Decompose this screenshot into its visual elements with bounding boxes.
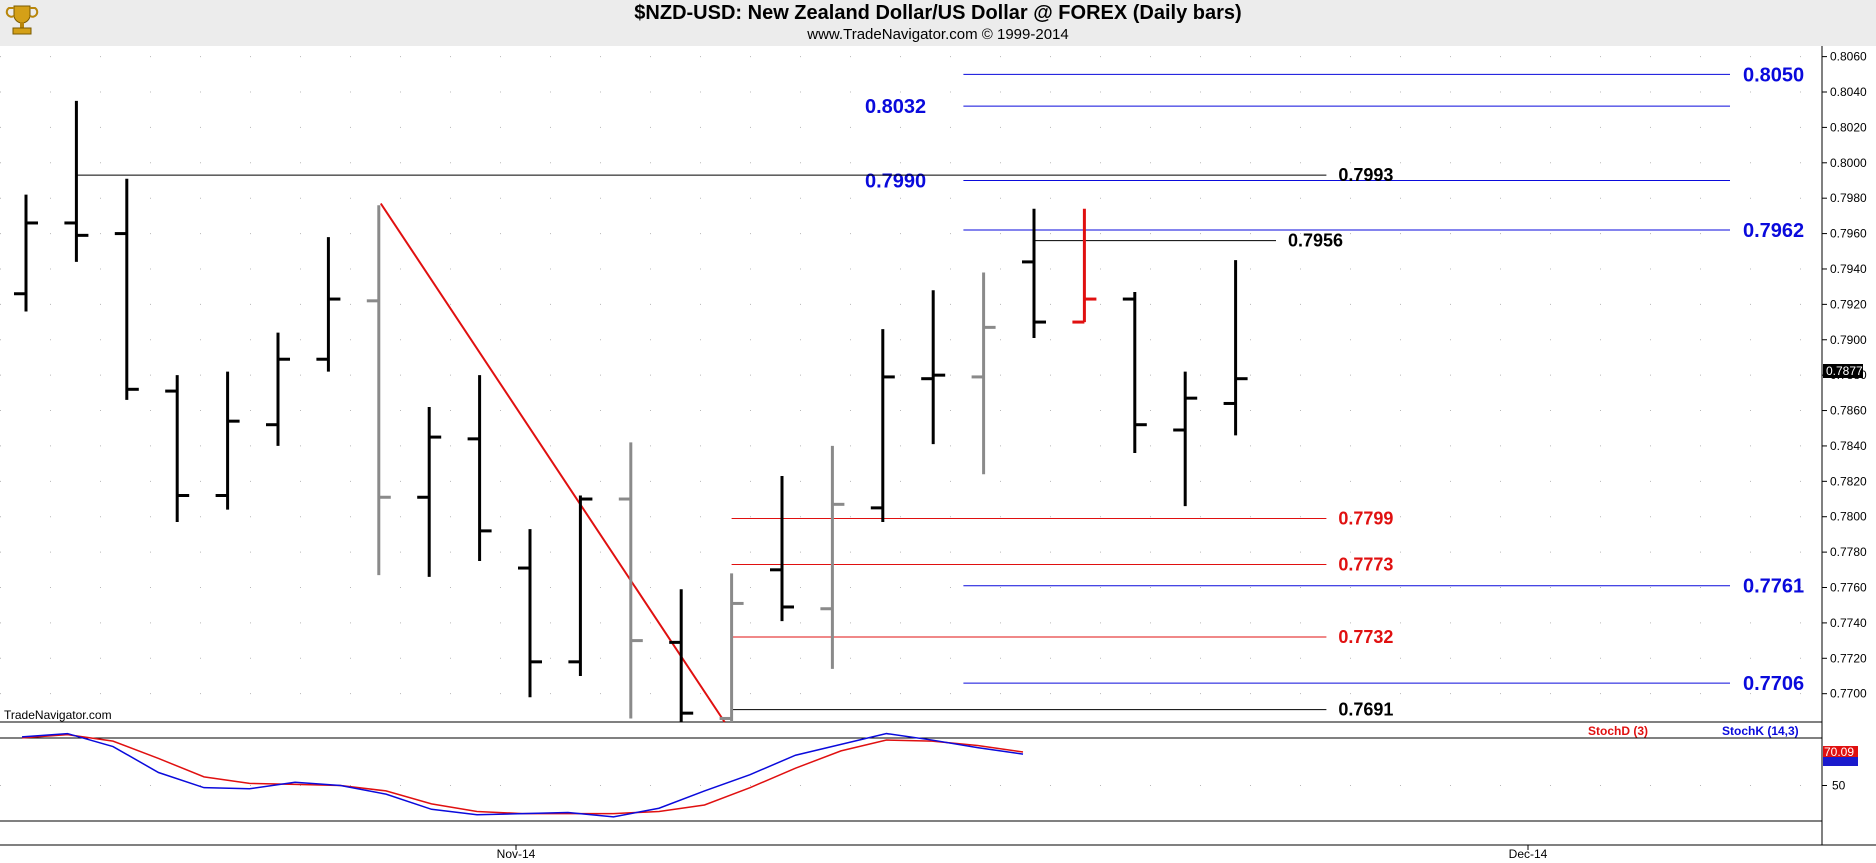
price-tick-label: 0.7980	[1830, 191, 1867, 205]
level-label: 0.7706	[1743, 673, 1804, 695]
price-tick-label: 0.7960	[1830, 227, 1867, 241]
price-tick-label: 0.7860	[1830, 404, 1867, 418]
watermark-text: TradeNavigator.com	[4, 708, 112, 722]
level-label: 0.7761	[1743, 576, 1804, 598]
level-label: 0.7773	[1338, 555, 1393, 575]
price-tick-label: 0.7740	[1830, 616, 1867, 630]
stoch-line	[21, 732, 1024, 818]
ohlc-bar	[1223, 260, 1248, 436]
price-levels: 0.8050 0.8032 0.7990 0.7962 0.7761 0.7706 0.79…	[76, 64, 1804, 720]
last-price-tag: 0.7877	[1823, 364, 1863, 378]
price-tick-label: 0.7800	[1830, 510, 1867, 524]
ohlc-bar	[518, 529, 542, 698]
ohlc-bar	[770, 476, 794, 622]
x-tick-label: Dec-14	[1509, 847, 1548, 861]
ohlc-bars	[14, 100, 1248, 722]
ohlc-bar	[870, 329, 895, 523]
stoch-line	[21, 733, 1024, 815]
stoch-value-label: 70.09	[1824, 745, 1854, 759]
ohlc-bar	[1072, 208, 1097, 324]
price-tick-label: 0.8020	[1830, 120, 1867, 134]
ohlc-bar	[618, 442, 643, 719]
ohlc-bar	[1122, 291, 1147, 454]
ohlc-bar	[64, 100, 89, 262]
trendline-group	[379, 202, 726, 723]
price-tick-label: 0.7760	[1830, 581, 1867, 595]
ohlc-bar	[266, 332, 290, 446]
level-label: 0.7956	[1288, 231, 1343, 251]
ohlc-bar	[568, 495, 593, 676]
ohlc-bar	[719, 573, 744, 722]
level-label: 0.7799	[1338, 508, 1393, 528]
ohlc-bar	[215, 371, 240, 510]
price-tick-label: 0.7700	[1830, 687, 1867, 701]
level-label: 0.8032	[865, 96, 926, 118]
chart-title: $NZD-USD: New Zealand Dollar/US Dollar @…	[634, 2, 1242, 24]
price-tick-label: 0.8000	[1830, 156, 1867, 170]
trophy-logo-icon	[5, 5, 39, 35]
price-y-axis: 0.7700 0.7720 0.7740 0.7760 0.7780 0.7800 0.78…	[1822, 50, 1867, 793]
ohlc-bar	[316, 237, 341, 372]
price-tick-label: 0.7940	[1830, 262, 1867, 276]
price-tick-label: 0.8060	[1830, 50, 1867, 64]
ohlc-bar	[669, 589, 694, 722]
stoch-legend-label: StochD (3)	[1588, 724, 1648, 738]
ohlc-bar	[417, 407, 442, 577]
price-tick-label: 0.7920	[1830, 297, 1867, 311]
level-label: 0.7990	[865, 170, 926, 192]
trendline	[379, 202, 726, 723]
price-tick-label: 0.7840	[1830, 439, 1867, 453]
ohlc-bar	[971, 272, 996, 475]
price-tick-label: 0.7820	[1830, 474, 1867, 488]
ohlc-bar	[820, 445, 845, 669]
ohlc-bar	[1173, 371, 1198, 507]
osc-tick-label: 50	[1832, 779, 1846, 793]
price-tick-label: 0.7780	[1830, 545, 1867, 559]
ohlc-bar	[14, 194, 38, 312]
ohlc-bar	[467, 375, 492, 561]
level-label: 0.7962	[1743, 220, 1804, 242]
stoch-value-tag: 70.09	[1823, 745, 1858, 766]
x-axis-labels: Nov-14 Dec-14	[497, 845, 1548, 861]
ohlc-bar	[1022, 208, 1046, 338]
price-grid	[0, 56, 1822, 695]
ohlc-bar	[114, 178, 139, 400]
ohlc-bar	[366, 205, 391, 576]
stoch-legend-label: StochK (14,3)	[1722, 724, 1799, 738]
ohlc-bar	[165, 375, 190, 523]
level-label: 0.7993	[1338, 165, 1393, 185]
x-tick-label: Nov-14	[497, 847, 536, 861]
level-label: 0.7691	[1338, 700, 1393, 720]
level-label: 0.7732	[1338, 627, 1393, 647]
price-tick-label: 0.8040	[1830, 85, 1867, 99]
stochastic-lines: StochD (3) StochK (14,3)	[21, 724, 1799, 818]
chart-header: $NZD-USD: New Zealand Dollar/US Dollar @…	[0, 0, 1876, 46]
last-price-label: 0.7877	[1826, 364, 1863, 378]
level-label: 0.8050	[1743, 64, 1804, 86]
chart-subtitle: www.TradeNavigator.com © 1999-2014	[807, 26, 1069, 43]
ohlc-bar	[921, 290, 946, 445]
price-tick-label: 0.7720	[1830, 651, 1867, 665]
price-tick-label: 0.7900	[1830, 333, 1867, 347]
